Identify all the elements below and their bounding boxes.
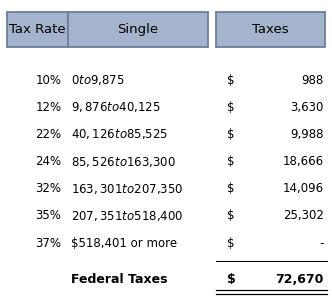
FancyBboxPatch shape [7,12,68,47]
Text: 24%: 24% [35,155,61,168]
Text: 25,302: 25,302 [283,209,324,223]
Text: 3,630: 3,630 [290,101,324,114]
Text: 14,096: 14,096 [283,182,324,195]
Text: $: $ [227,101,235,114]
Text: Taxes: Taxes [252,23,289,36]
Text: $0 to $9,875: $0 to $9,875 [71,73,125,87]
Text: $207,351 to $518,400: $207,351 to $518,400 [71,209,184,223]
Text: $: $ [227,273,236,286]
Text: $: $ [227,155,235,168]
Text: 18,666: 18,666 [283,155,324,168]
Text: 22%: 22% [35,128,61,141]
Text: $85,526 to $163,300: $85,526 to $163,300 [71,155,176,169]
Text: $: $ [227,182,235,195]
Text: $: $ [227,236,235,250]
Text: 988: 988 [301,73,324,87]
Text: $: $ [227,128,235,141]
Text: 9,988: 9,988 [290,128,324,141]
Text: -: - [319,236,324,250]
Text: Federal Taxes: Federal Taxes [71,273,168,286]
Text: 12%: 12% [35,101,61,114]
Text: $9,876 to $40,125: $9,876 to $40,125 [71,100,161,114]
Text: Single: Single [117,23,158,36]
Text: $163,301 to $207,350: $163,301 to $207,350 [71,182,184,196]
Text: $40,126 to $85,525: $40,126 to $85,525 [71,127,169,141]
Text: $518,401 or more: $518,401 or more [71,236,178,250]
Text: $: $ [227,209,235,223]
FancyBboxPatch shape [68,12,208,47]
Text: $: $ [227,73,235,87]
Text: 10%: 10% [36,73,61,87]
Text: 32%: 32% [36,182,61,195]
Text: 37%: 37% [36,236,61,250]
FancyBboxPatch shape [216,12,325,47]
Text: 35%: 35% [36,209,61,223]
Text: 72,670: 72,670 [275,273,324,286]
Text: Tax Rate: Tax Rate [9,23,66,36]
